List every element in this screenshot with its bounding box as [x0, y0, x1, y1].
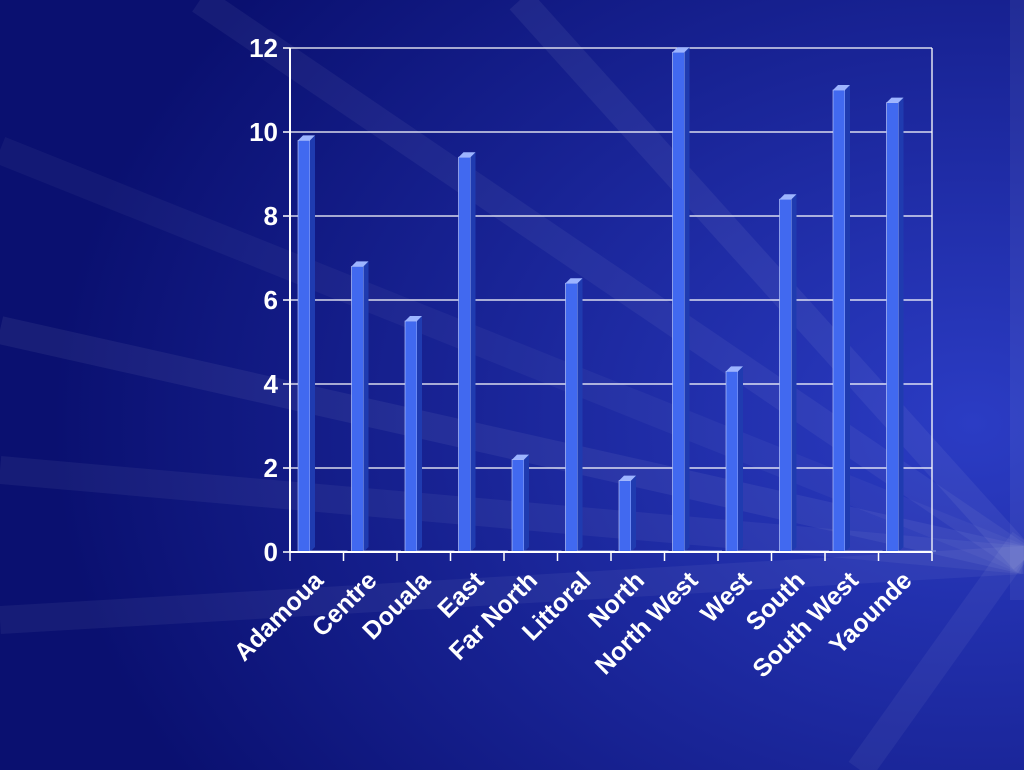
background-ray [0, 137, 1024, 573]
bar-top [672, 47, 690, 53]
bar-front [458, 156, 471, 553]
y-tick-label: 6 [264, 285, 278, 315]
bar-front [672, 51, 685, 553]
bar-top [886, 97, 904, 103]
bar-side [417, 316, 422, 552]
bar-side [684, 47, 690, 552]
bar-front [886, 102, 899, 553]
bar-side [631, 475, 636, 552]
bar-front [351, 266, 364, 553]
y-tick-label: 0 [264, 537, 278, 567]
bar-top [565, 278, 583, 284]
y-tick-label: 12 [249, 33, 278, 63]
bar-front [404, 320, 418, 553]
bar-top [779, 194, 797, 200]
bar-side [845, 85, 850, 552]
bar [886, 97, 936, 553]
bar-side [738, 366, 743, 552]
bar-front [297, 140, 311, 553]
bar-front [618, 480, 632, 553]
bar-front [779, 198, 792, 553]
y-axis-ticks: 0 2 4 6 8 10 12 [249, 33, 290, 567]
axes [289, 48, 933, 561]
y-tick-label: 2 [264, 453, 278, 483]
bar-top [619, 475, 636, 481]
bar [618, 475, 669, 553]
bar [297, 135, 348, 553]
bar-top [726, 366, 743, 372]
bar [779, 194, 829, 553]
bar-side [791, 194, 797, 552]
bar [404, 316, 455, 553]
bar-top [298, 135, 315, 141]
bar-side [577, 278, 583, 552]
background-ray [0, 316, 1024, 574]
bar-top [512, 454, 529, 460]
y-tick-label: 4 [264, 369, 279, 399]
bar [511, 454, 562, 553]
bar-side [363, 261, 369, 552]
bar-side [470, 152, 476, 552]
bar-side [524, 454, 529, 552]
bar-front [511, 459, 525, 553]
bar [565, 278, 615, 553]
bar-side [898, 97, 904, 552]
bar-top [351, 261, 369, 267]
y-tick-label: 8 [264, 201, 278, 231]
bar-side [310, 135, 315, 552]
background-ray [848, 531, 1024, 770]
bar-front [565, 282, 578, 553]
bar-front [832, 89, 846, 553]
bar-top [405, 316, 422, 321]
bar-front [725, 371, 739, 553]
background-ray [0, 546, 1024, 634]
y-tick-label: 10 [249, 117, 278, 147]
bar-top [833, 85, 850, 90]
background-ray [509, 0, 1024, 570]
bar-top [458, 152, 476, 158]
